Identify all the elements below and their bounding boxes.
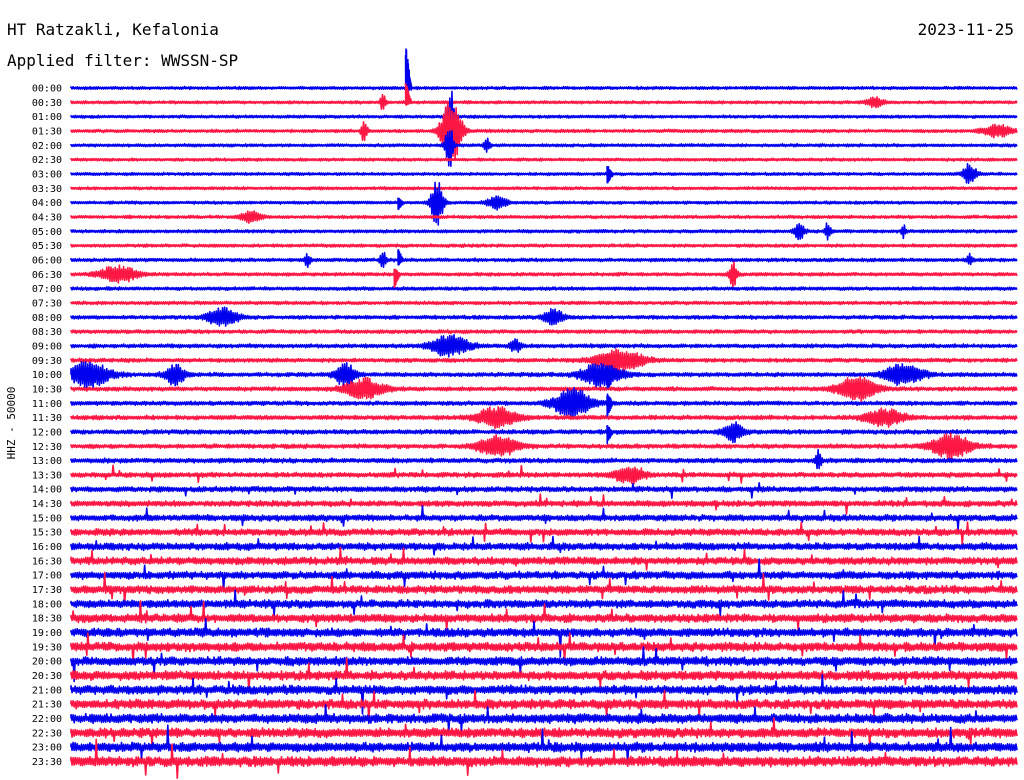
row-tick-label: 04:00 — [32, 198, 62, 209]
trace-line-1700 — [70, 558, 1018, 593]
event-spike — [606, 367, 615, 389]
trace-line-1600 — [70, 535, 1018, 556]
row-tick-label: 11:30 — [32, 413, 62, 424]
row-tick-label: 18:00 — [32, 599, 62, 610]
row-tick-label: 06:30 — [32, 270, 62, 281]
event-spike — [397, 249, 405, 266]
station-title: HT Ratzakli, Kefalonia — [7, 20, 219, 39]
row-tick-label: 22:30 — [32, 728, 62, 739]
trace-line-1800 — [70, 589, 1018, 618]
trace-line-1500 — [70, 505, 1018, 531]
row-tick-label: 07:00 — [32, 284, 62, 295]
row-tick-label: 02:00 — [32, 141, 62, 152]
filter-label: Applied filter: WWSSN-SP — [7, 51, 239, 70]
trace-line-2300 — [70, 724, 1018, 765]
event-spike — [404, 83, 413, 106]
event-spike — [393, 268, 402, 288]
row-tick-label: 13:30 — [32, 470, 62, 481]
trace-line-0800 — [70, 306, 1018, 327]
row-tick-label: 17:00 — [32, 571, 62, 582]
row-tick-label: 09:00 — [32, 341, 62, 352]
trace-line-2130 — [70, 689, 1018, 721]
trace-line-1130 — [70, 406, 1018, 430]
row-tick-label: 20:30 — [32, 671, 62, 682]
trace-line-1930 — [70, 632, 1018, 665]
row-tick-label: 08:30 — [32, 327, 62, 338]
row-tick-label: 00:00 — [32, 84, 62, 95]
y-axis-label: HHZ - 50000 — [5, 387, 18, 460]
row-tick-label: 02:30 — [32, 155, 62, 166]
trace-line-1530 — [70, 521, 1018, 547]
date-label: 2023-11-25 — [917, 20, 1014, 39]
trace-line-1630 — [70, 546, 1018, 571]
event-spike — [606, 393, 615, 417]
row-tick-label: 12:30 — [32, 442, 62, 453]
row-tick-label: 05:00 — [32, 227, 62, 238]
row-tick-label: 15:30 — [32, 528, 62, 539]
row-tick-label: 10:00 — [32, 370, 62, 381]
trace-line-1230 — [70, 432, 1018, 460]
row-tick-label: 09:30 — [32, 356, 62, 367]
trace-line-1730 — [70, 571, 1018, 605]
event-spike — [606, 425, 615, 444]
row-tick-label: 22:00 — [32, 714, 62, 725]
trace-line-1000 — [70, 361, 1018, 390]
tick-label-group: 00:00 00:30 01:00 01:30 02:00 02:30 03:00 03:30… — [32, 84, 62, 769]
row-tick-label: 23:00 — [32, 743, 62, 754]
trace-line-1030 — [70, 376, 1018, 403]
row-tick-label: 19:30 — [32, 642, 62, 653]
row-tick-label: 21:30 — [32, 700, 62, 711]
trace-line-2100 — [70, 674, 1018, 715]
row-tick-label: 03:30 — [32, 184, 62, 195]
trace-line-1430 — [70, 493, 1018, 515]
row-tick-label: 01:30 — [32, 126, 62, 137]
row-tick-label: 19:00 — [32, 628, 62, 639]
row-tick-label: 12:00 — [32, 427, 62, 438]
row-tick-label: 10:30 — [32, 384, 62, 395]
event-spike — [606, 353, 614, 366]
trace-group — [70, 48, 1018, 780]
row-tick-label: 21:00 — [32, 685, 62, 696]
trace-line-0200 — [70, 130, 1018, 168]
row-tick-label: 08:00 — [32, 313, 62, 324]
row-tick-label: 13:00 — [32, 456, 62, 467]
row-tick-label: 04:30 — [32, 212, 62, 223]
row-tick-label: 07:30 — [32, 298, 62, 309]
event-spike — [606, 166, 615, 184]
trace-line-1830 — [70, 600, 1018, 632]
row-tick-label: 14:00 — [32, 485, 62, 496]
trace-line-1900 — [70, 617, 1018, 658]
trace-line-2000 — [70, 646, 1018, 683]
row-tick-label: 23:30 — [32, 757, 62, 768]
row-tick-label: 03:00 — [32, 169, 62, 180]
trace-line-1330 — [70, 464, 1018, 485]
trace-line-2200 — [70, 704, 1018, 734]
row-tick-label: 05:30 — [32, 241, 62, 252]
row-tick-label: 16:30 — [32, 556, 62, 567]
row-tick-label: 20:00 — [32, 657, 62, 668]
trace-line-2030 — [70, 657, 1018, 694]
event-spike — [397, 197, 406, 211]
row-tick-label: 14:30 — [32, 499, 62, 510]
trace-line-1400 — [70, 482, 1018, 500]
row-tick-label: 15:00 — [32, 513, 62, 524]
trace-line-2330 — [70, 738, 1018, 780]
row-tick-label: 18:30 — [32, 614, 62, 625]
row-tick-label: 01:00 — [32, 112, 62, 123]
trace-line-1300 — [70, 448, 1018, 470]
row-tick-label: 17:30 — [32, 585, 62, 596]
row-tick-label: 06:00 — [32, 255, 62, 266]
row-tick-label: 00:30 — [32, 98, 62, 109]
row-tick-label: 11:00 — [32, 399, 62, 410]
row-tick-label: 16:00 — [32, 542, 62, 553]
